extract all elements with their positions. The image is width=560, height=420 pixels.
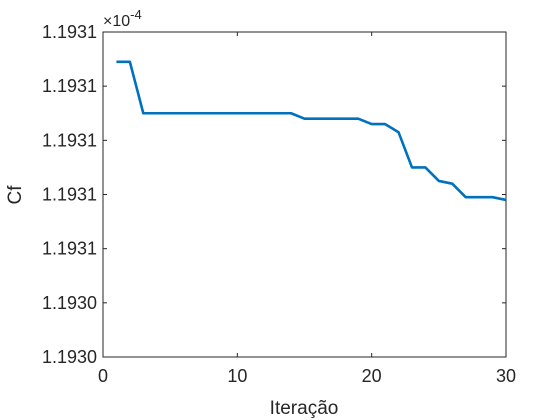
x-axis-ticks: 0 10 20 30 (98, 32, 516, 386)
y-tick-label: 1.1930 (42, 347, 97, 367)
axes-box (102, 31, 507, 358)
plot-area (102, 31, 507, 358)
y-tick-label: 1.1931 (42, 76, 97, 96)
y-tick-label: 1.1931 (42, 22, 97, 42)
series-layer (116, 60, 507, 202)
exponent-power: -4 (130, 7, 142, 22)
x-axis-label: Iteração (270, 398, 339, 419)
x-tick-label: 30 (496, 366, 516, 386)
y-tick-label: 1.1931 (42, 239, 97, 259)
y-axis-ticks: 1.1930 1.1930 1.1931 1.1931 1.1931 1.1931 1.19… (42, 22, 506, 367)
y-tick-label: 1.1930 (42, 293, 97, 313)
x-tick-label: 0 (98, 366, 108, 386)
series-line-0 (116, 60, 507, 202)
exponent-base: ×10 (103, 13, 130, 30)
y-tick-label: 1.1931 (42, 130, 97, 150)
x-tick-label: 10 (227, 366, 247, 386)
exponent-label: ×10-4 (103, 7, 142, 30)
x-tick-label: 20 (362, 366, 382, 386)
y-axis-label: Cf (5, 185, 26, 205)
y-tick-label: 1.1931 (42, 185, 97, 205)
